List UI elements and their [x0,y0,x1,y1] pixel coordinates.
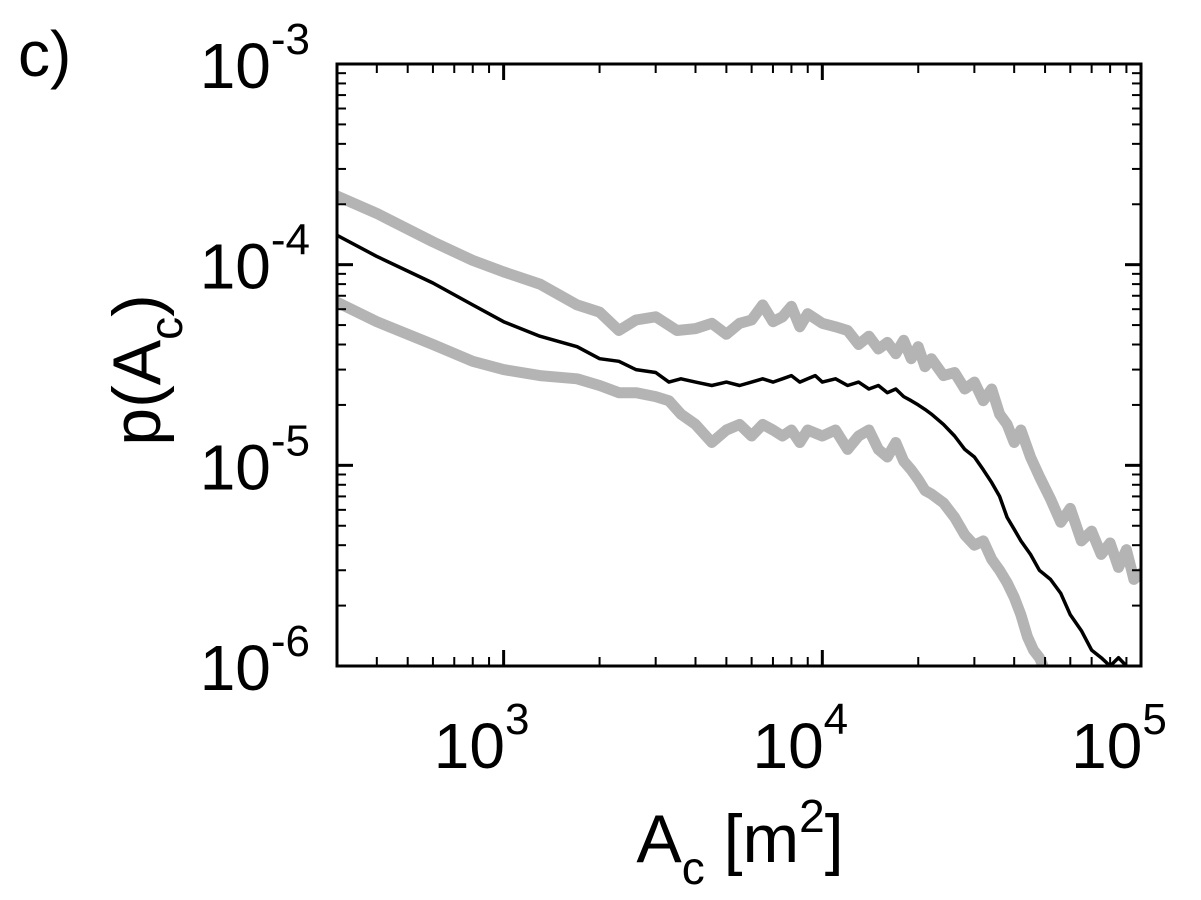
x-axis-label-sub: c [682,842,705,894]
y-axis-label-sub: c [140,317,192,340]
plot-frame [335,62,1143,668]
x-tick-label: 104 [752,695,848,782]
x-axis-label-base: A [636,801,682,877]
x-tick-labels: 103 104 105 [434,695,1167,782]
x-axis-label: Ac [m2] [636,790,843,894]
series-line-1 [337,233,1129,666]
x-axis-label-unit-close: ] [825,801,844,877]
x-axis-label-unit-sup: 2 [799,790,825,842]
y-tick-label: 10-4 [200,216,310,303]
x-tick-label: 103 [434,695,530,782]
panel-label: c) [18,18,71,90]
series-layer [337,190,1141,666]
major-ticks [337,64,1141,666]
y-tick-label: 10-6 [200,617,310,704]
series-line-0 [337,190,1141,585]
y-tick-label: 10-5 [200,416,310,503]
y-tick-label: 10-3 [200,15,310,102]
y-axis-label-close: ) [99,294,175,317]
y-axis-label-base: p(A [99,339,175,445]
y-tick-labels: 10-3 10-4 10-5 10-6 [200,15,310,704]
series-line-2 [337,296,1050,666]
x-tick-label: 105 [1071,695,1167,782]
y-axis-label: p(Ac) [99,294,192,445]
x-axis-label-unit: [m [705,801,799,877]
minor-ticks [337,64,1141,666]
